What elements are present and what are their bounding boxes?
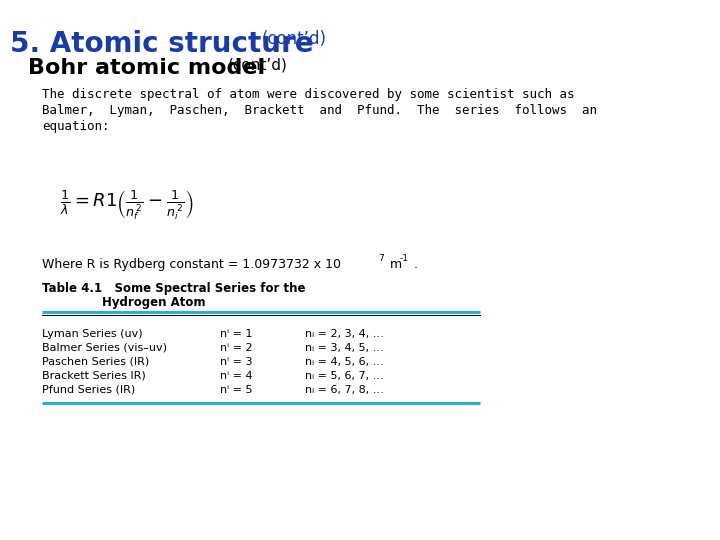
Text: nᵢ = 4, 5, 6, …: nᵢ = 4, 5, 6, … (305, 357, 384, 367)
Text: nᵢ = 5, 6, 7, …: nᵢ = 5, 6, 7, … (305, 371, 384, 381)
Text: $\frac{1}{\lambda} = R1\left(\frac{1}{n_f^{\,2}} - \frac{1}{n_i^{\,2}}\right)$: $\frac{1}{\lambda} = R1\left(\frac{1}{n_… (60, 188, 194, 222)
Text: equation:: equation: (42, 120, 109, 133)
Text: nⁱ = 4: nⁱ = 4 (220, 371, 253, 381)
Text: nⁱ = 5: nⁱ = 5 (220, 385, 253, 395)
Text: Pfund Series (IR): Pfund Series (IR) (42, 385, 135, 395)
Text: nⁱ = 3: nⁱ = 3 (220, 357, 253, 367)
Text: Where R is Rydberg constant = 1.0973732 x 10: Where R is Rydberg constant = 1.0973732 … (42, 258, 341, 271)
Text: Brackett Series IR): Brackett Series IR) (42, 371, 145, 381)
Text: (cont’d): (cont’d) (262, 30, 327, 48)
Text: nᵢ = 6, 7, 8, …: nᵢ = 6, 7, 8, … (305, 385, 384, 395)
Text: nⁱ = 2: nⁱ = 2 (220, 343, 253, 353)
Text: Balmer Series (vis–uv): Balmer Series (vis–uv) (42, 343, 167, 353)
Text: Balmer,  Lyman,  Paschen,  Brackett  and  Pfund.  The  series  follows  an: Balmer, Lyman, Paschen, Brackett and Pfu… (42, 104, 597, 117)
Text: 5. Atomic structure: 5. Atomic structure (10, 30, 314, 58)
Text: Table 4.1   Some Spectral Series for the: Table 4.1 Some Spectral Series for the (42, 282, 305, 295)
Text: nⁱ = 1: nⁱ = 1 (220, 329, 253, 339)
Text: Paschen Series (IR): Paschen Series (IR) (42, 357, 149, 367)
Text: nᵢ = 3, 4, 5, …: nᵢ = 3, 4, 5, … (305, 343, 384, 353)
Text: nᵢ = 2, 3, 4, …: nᵢ = 2, 3, 4, … (305, 329, 384, 339)
Text: 7: 7 (378, 254, 384, 263)
Text: (cont’d): (cont’d) (228, 58, 288, 73)
Text: -1: -1 (400, 254, 409, 263)
Text: The discrete spectral of atom were discovered by some scientist such as: The discrete spectral of atom were disco… (42, 88, 575, 101)
Text: .: . (414, 258, 418, 271)
Text: Bohr atomic model: Bohr atomic model (28, 58, 265, 78)
Text: m: m (386, 258, 402, 271)
Text: Hydrogen Atom: Hydrogen Atom (102, 296, 205, 309)
Text: Lyman Series (uv): Lyman Series (uv) (42, 329, 143, 339)
